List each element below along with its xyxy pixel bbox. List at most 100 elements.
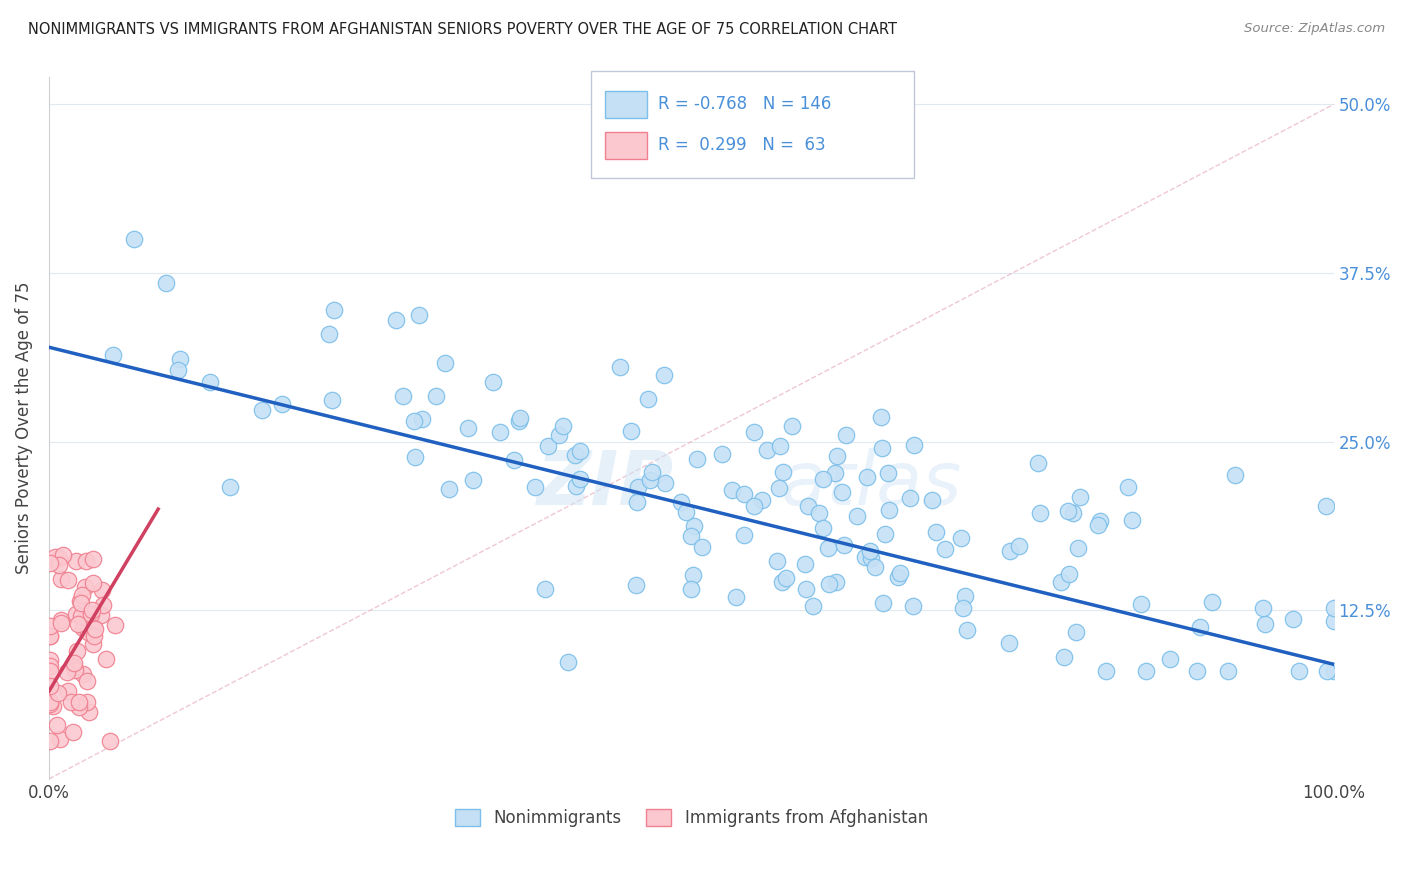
Point: [641, 465, 664, 479]
Point: [998, 636, 1021, 650]
Point: [67, 700, 90, 714]
Point: [82, 575, 104, 590]
Point: [889, 566, 911, 581]
Point: [832, 538, 855, 552]
Point: [557, 655, 579, 669]
Point: [72, 588, 94, 602]
Point: [775, 571, 797, 585]
Point: [692, 540, 714, 554]
Point: [877, 503, 900, 517]
Point: [751, 493, 773, 508]
Point: [1159, 652, 1181, 666]
Point: [903, 438, 925, 452]
Point: [63, 657, 86, 671]
Point: [770, 574, 793, 589]
Point: [39, 664, 62, 678]
Point: [49, 616, 72, 631]
Point: [404, 414, 426, 428]
Point: [1223, 468, 1246, 483]
Point: [742, 425, 765, 439]
Point: [49, 613, 72, 627]
Point: [62, 660, 84, 674]
Point: [824, 574, 846, 589]
Point: [682, 567, 704, 582]
Point: [49, 732, 72, 747]
Point: [875, 527, 897, 541]
Point: [537, 439, 560, 453]
Point: [859, 544, 882, 558]
Point: [96, 652, 118, 666]
Point: [955, 623, 977, 637]
Point: [48, 550, 70, 565]
Point: [318, 327, 340, 342]
Point: [1254, 617, 1277, 632]
Point: [569, 444, 592, 458]
Point: [794, 582, 817, 596]
Point: [80, 607, 103, 622]
Point: [1052, 649, 1074, 664]
Point: [1116, 480, 1139, 494]
Point: [1050, 575, 1073, 590]
Point: [167, 362, 190, 376]
Point: [65, 607, 87, 622]
Point: [508, 414, 530, 428]
Point: [569, 473, 592, 487]
Point: [1064, 625, 1087, 640]
Point: [768, 481, 790, 495]
Point: [1026, 456, 1049, 470]
Text: Source: ZipAtlas.com: Source: ZipAtlas.com: [1244, 22, 1385, 36]
Point: [1057, 566, 1080, 581]
Point: [75, 580, 97, 594]
Point: [463, 473, 485, 487]
Point: [1201, 594, 1223, 608]
Point: [811, 472, 834, 486]
Point: [91, 598, 114, 612]
Point: [46, 718, 69, 732]
Point: [169, 351, 191, 366]
Point: [534, 582, 557, 596]
Point: [392, 389, 415, 403]
Text: R =  0.299   N =  63: R = 0.299 N = 63: [658, 136, 825, 154]
Point: [1008, 539, 1031, 553]
Point: [1282, 612, 1305, 626]
Point: [794, 557, 817, 571]
Point: [411, 412, 433, 426]
Point: [797, 499, 820, 513]
Point: [65, 644, 87, 658]
Point: [679, 582, 702, 597]
Text: atlas: atlas: [782, 449, 963, 520]
Point: [1094, 664, 1116, 678]
Point: [679, 528, 702, 542]
Point: [1315, 499, 1337, 513]
Point: [46, 686, 69, 700]
Point: [69, 593, 91, 607]
Point: [551, 418, 574, 433]
Point: [627, 480, 650, 494]
Point: [1322, 664, 1344, 678]
Text: R = -0.768   N = 146: R = -0.768 N = 146: [658, 95, 831, 113]
Point: [952, 601, 974, 615]
Point: [509, 411, 531, 425]
Point: [44, 549, 66, 564]
Point: [1188, 620, 1211, 634]
Point: [39, 653, 62, 667]
Point: [801, 599, 824, 614]
Point: [76, 674, 98, 689]
Point: [104, 618, 127, 632]
Point: [950, 531, 973, 545]
Point: [65, 554, 87, 568]
Point: [48, 558, 70, 573]
Point: [780, 419, 803, 434]
Point: [652, 368, 675, 382]
Point: [76, 695, 98, 709]
Point: [953, 589, 976, 603]
Point: [39, 679, 62, 693]
Point: [77, 705, 100, 719]
Point: [404, 450, 426, 464]
Point: [1087, 517, 1109, 532]
Point: [433, 356, 456, 370]
Point: [887, 570, 910, 584]
Point: [1185, 664, 1208, 678]
Point: [686, 452, 709, 467]
Point: [42, 698, 65, 713]
